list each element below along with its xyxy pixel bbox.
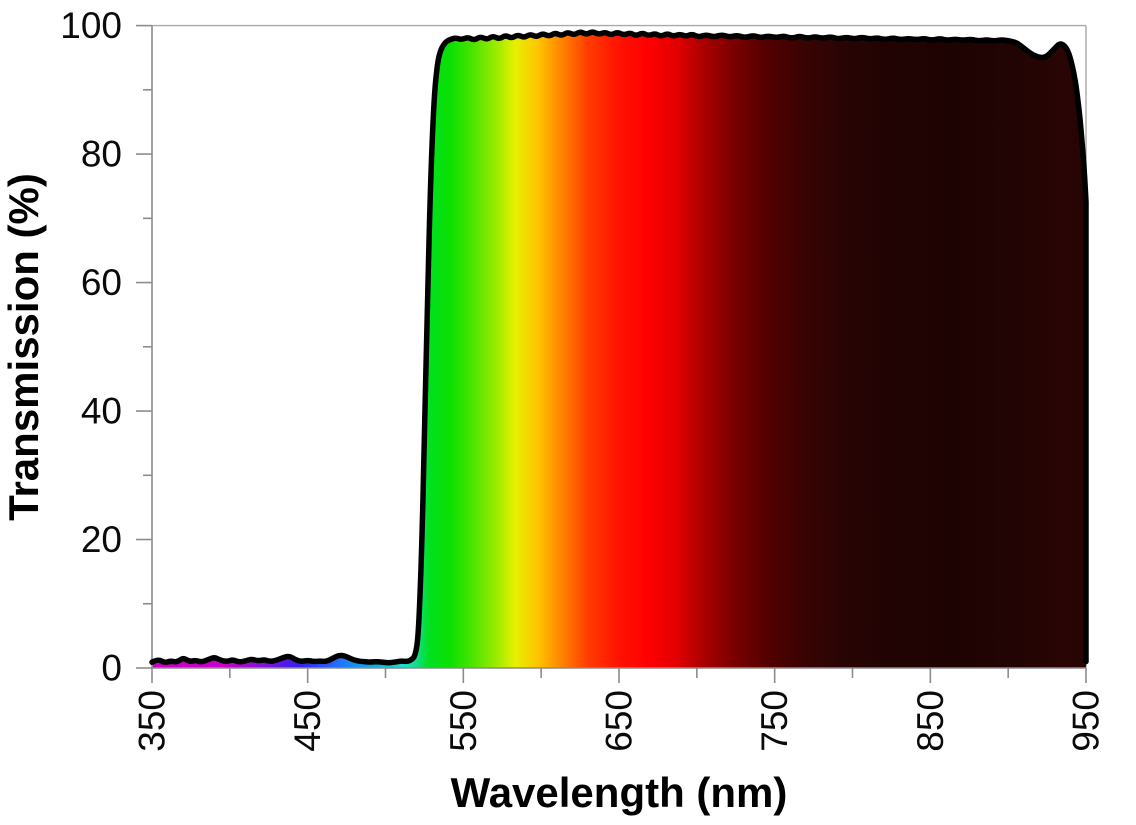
x-tick-label: 650: [599, 690, 640, 752]
x-tick-label: 750: [754, 690, 795, 752]
axis-ticks: [136, 24, 1087, 683]
x-tick-label: 850: [910, 690, 951, 752]
x-tick-label: 550: [443, 690, 484, 752]
y-tick-label: 80: [81, 134, 122, 175]
x-tick-label: 450: [287, 690, 328, 752]
y-tick-label: 0: [101, 648, 122, 689]
axis-tick-labels: 0 20 40 60 80 100 350 450 550 650 750 850 950: [60, 5, 1106, 752]
spectrum-fill-area: [152, 32, 1086, 668]
y-tick-label: 60: [81, 262, 122, 303]
transmission-curve: [149, 29, 1089, 666]
y-tick-label: 40: [81, 391, 122, 432]
x-tick-label: 950: [1066, 690, 1107, 752]
y-tick-label: 100: [60, 5, 122, 46]
x-tick-label: 350: [132, 690, 173, 752]
y-axis-title: Transmission (%): [0, 173, 47, 521]
y-tick-label: 20: [81, 519, 122, 560]
x-axis-title: Wavelength (nm): [451, 769, 788, 816]
